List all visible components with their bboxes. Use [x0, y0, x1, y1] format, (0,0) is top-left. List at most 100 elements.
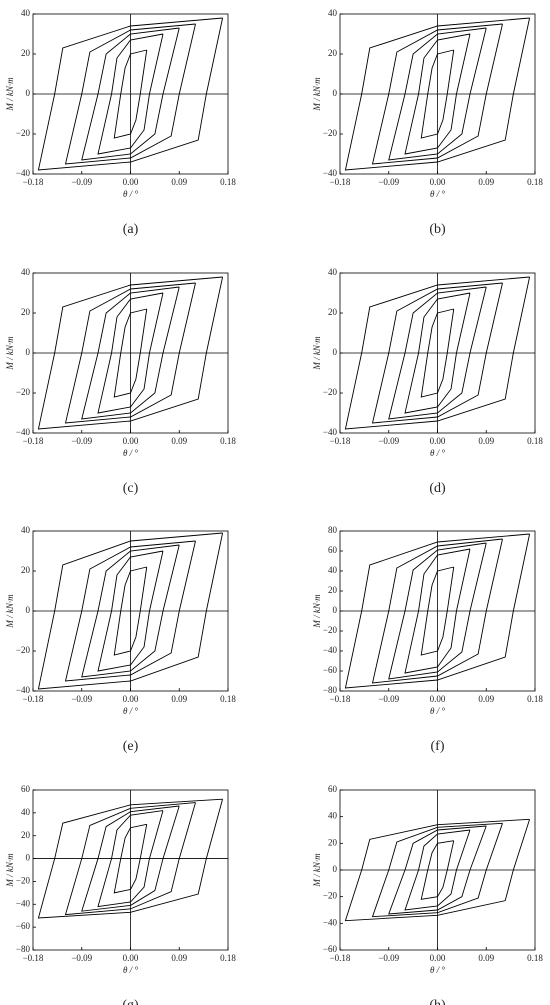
y-tick-label: −40	[323, 645, 338, 655]
x-axis-label: θ / °	[123, 706, 138, 716]
x-tick-label: 0.09	[478, 694, 494, 704]
panel-caption: (g)	[122, 998, 139, 1005]
loop-line	[97, 292, 164, 414]
y-tick-label: 60	[21, 784, 31, 794]
y-axis-label: M / kN·m	[312, 77, 322, 112]
loop-line	[37, 798, 224, 919]
panel-caption: (h)	[429, 998, 446, 1005]
y-tick-label: 40	[328, 267, 338, 277]
x-tick-label: 0.09	[171, 177, 187, 187]
y-tick-label: 40	[21, 267, 31, 277]
panel-caption: (b)	[429, 222, 446, 237]
x-tick-label: −0.09	[71, 694, 92, 704]
x-axis-label: θ / °	[123, 965, 138, 975]
loop-line	[64, 23, 196, 165]
y-tick-label: 80	[328, 525, 338, 535]
y-tick-label: 20	[328, 307, 338, 317]
x-axis-label: θ / °	[430, 189, 445, 199]
y-axis-label: M / kN·m	[5, 853, 15, 888]
x-tick-label: 0.09	[478, 177, 494, 187]
loop-line	[97, 550, 164, 672]
x-tick-label: 0.18	[220, 953, 236, 963]
x-tick-label: 0.09	[478, 953, 494, 963]
loop-line	[388, 27, 487, 161]
y-tick-label: 0	[333, 347, 338, 357]
x-axis-label: θ / °	[430, 706, 445, 716]
x-tick-label: 0.18	[527, 694, 543, 704]
x-tick-label: 0.00	[123, 694, 139, 704]
loop-line	[420, 840, 455, 900]
x-tick-label: −0.09	[71, 436, 92, 446]
loop-line	[404, 33, 471, 155]
y-tick-label: 0	[333, 88, 338, 98]
loop-line	[388, 286, 487, 420]
y-tick-label: −20	[16, 387, 31, 397]
y-tick-label: 20	[328, 837, 338, 847]
loop-line	[64, 540, 196, 682]
panel: −0.18 −0.09 0.00 0.09 0.18 −40 −20 0 20 40 θ / ° M …	[5, 525, 236, 754]
y-tick-label: −20	[16, 875, 31, 885]
x-tick-label: −0.09	[71, 953, 92, 963]
y-tick-label: 40	[21, 525, 31, 535]
panel: −0.18 −0.09 0.00 0.09 0.18 −40 −20 0 20 40 θ / ° M …	[5, 267, 236, 496]
x-tick-label: 0.00	[123, 177, 139, 187]
loop-line	[37, 532, 224, 690]
y-axis-label: M / kN·m	[5, 77, 15, 112]
loop-line	[64, 802, 196, 916]
loop-line	[113, 566, 148, 656]
y-tick-label: −20	[16, 128, 31, 138]
y-tick-label: 0	[26, 853, 31, 863]
loop-line	[97, 810, 164, 908]
y-tick-label: 0	[26, 605, 31, 615]
panel: −0.18 −0.09 0.00 0.09 0.18 −80 −60 −40 −20 0 20 40 6…	[5, 784, 236, 1005]
y-tick-label: 0	[333, 864, 338, 874]
panel-caption: (e)	[123, 739, 139, 754]
x-axis-label: θ / °	[430, 965, 445, 975]
loop-line	[81, 544, 180, 678]
y-tick-label: −40	[16, 898, 31, 908]
x-tick-label: −0.09	[378, 177, 399, 187]
y-tick-label: −80	[323, 685, 338, 695]
x-tick-label: 0.18	[220, 436, 236, 446]
y-tick-label: 40	[328, 811, 338, 821]
x-tick-label: 0.09	[171, 694, 187, 704]
y-tick-label: −40	[323, 917, 338, 927]
loop-line	[371, 23, 503, 165]
loop-line	[404, 548, 471, 674]
x-axis-label: θ / °	[430, 448, 445, 458]
loop-line	[81, 27, 180, 161]
x-tick-label: −0.18	[330, 177, 351, 187]
x-tick-label: −0.18	[23, 953, 44, 963]
y-axis-label: M / kN·m	[312, 594, 322, 629]
y-tick-label: −20	[323, 387, 338, 397]
x-tick-label: 0.00	[123, 436, 139, 446]
y-axis-label: M / kN·m	[5, 594, 15, 629]
y-tick-label: 60	[328, 545, 338, 555]
y-tick-label: 0	[26, 88, 31, 98]
panel-caption: (d)	[429, 481, 446, 496]
y-tick-label: −60	[16, 921, 31, 931]
y-axis-label: M / kN·m	[5, 336, 15, 371]
y-tick-label: 60	[328, 784, 338, 794]
x-tick-label: 0.18	[220, 177, 236, 187]
x-tick-label: −0.09	[378, 694, 399, 704]
panel-caption: (a)	[123, 222, 139, 237]
x-tick-label: −0.09	[378, 953, 399, 963]
loop-line	[404, 292, 471, 414]
y-axis-label: M / kN·m	[312, 853, 322, 888]
y-tick-label: 20	[328, 585, 338, 595]
loop-line	[344, 818, 531, 922]
y-tick-label: −40	[16, 685, 31, 695]
loop-line	[371, 282, 503, 424]
loop-line	[420, 308, 455, 398]
panel: −0.18 −0.09 0.00 0.09 0.18 −60 −40 −20 0 20 40 60 θ …	[312, 784, 543, 1005]
x-axis-label: θ / °	[123, 189, 138, 199]
loop-line	[37, 276, 224, 430]
y-tick-label: −40	[16, 427, 31, 437]
loop-line	[81, 286, 180, 420]
y-tick-label: −20	[323, 625, 338, 635]
loop-line	[420, 566, 455, 656]
y-tick-label: 0	[333, 605, 338, 615]
x-tick-label: 0.09	[171, 953, 187, 963]
